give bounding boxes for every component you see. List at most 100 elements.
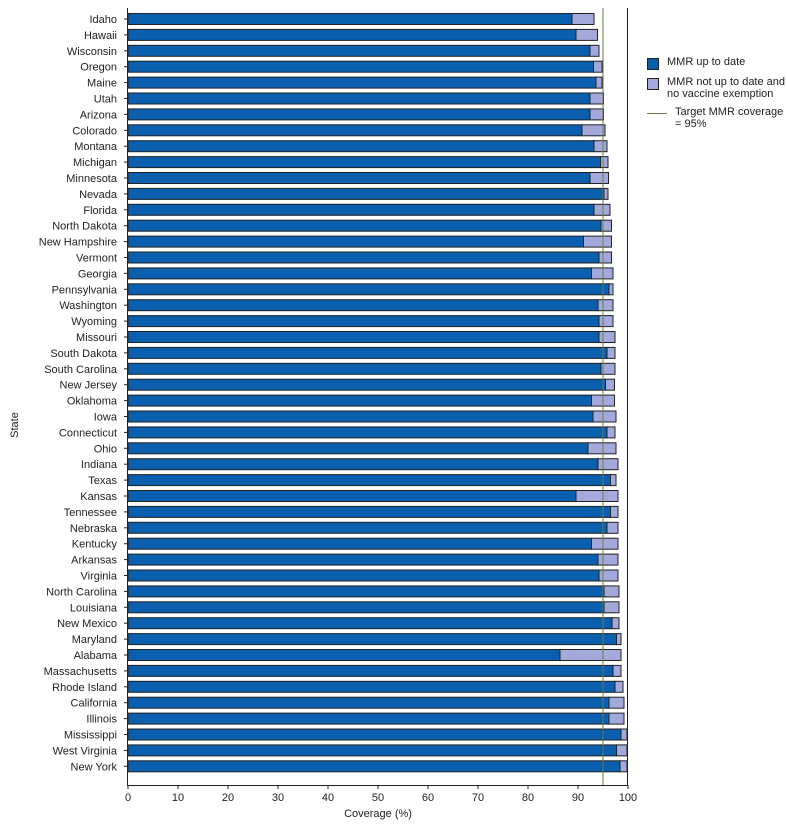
bar-not-up-to-date <box>593 140 608 153</box>
x-tick-label: 0 <box>125 792 131 804</box>
x-tick-label: 30 <box>272 792 284 804</box>
y-tick-label: Mississippi <box>64 730 117 742</box>
bar-up-to-date <box>127 44 591 57</box>
y-tick-label: Georgia <box>78 268 118 280</box>
y-tick-label: Idaho <box>89 14 117 26</box>
bar-up-to-date <box>127 235 584 248</box>
y-tick-label: New Mexico <box>57 618 117 630</box>
y-tick-label: Michigan <box>73 157 117 169</box>
bar-not-up-to-date <box>581 124 606 137</box>
bar-not-up-to-date <box>619 760 628 773</box>
legend-label: MMR not up to date and no vaccine exempt… <box>667 76 786 100</box>
y-tick-label: Montana <box>74 141 118 153</box>
bar-up-to-date <box>127 187 605 200</box>
legend-line <box>647 113 667 114</box>
bar-up-to-date <box>127 346 608 359</box>
bar-not-up-to-date <box>589 44 600 57</box>
bar-up-to-date <box>127 219 602 232</box>
bar-up-to-date <box>127 712 610 725</box>
bar-not-up-to-date <box>605 378 615 391</box>
bar-up-to-date <box>127 140 595 153</box>
bar-up-to-date <box>127 490 577 502</box>
bar-not-up-to-date <box>591 537 619 550</box>
bar-up-to-date <box>127 76 597 89</box>
bar-up-to-date <box>127 474 611 487</box>
bar-not-up-to-date <box>606 521 619 534</box>
y-tick-label: Wyoming <box>71 316 117 328</box>
bar-not-up-to-date <box>591 267 614 280</box>
y-tick-label: New York <box>71 761 118 773</box>
y-tick-label: Illinois <box>86 714 117 726</box>
bar-up-to-date <box>127 172 591 184</box>
bar-up-to-date <box>127 649 561 661</box>
bar-not-up-to-date <box>595 76 603 89</box>
bar-up-to-date <box>127 267 592 280</box>
x-tick-label: 50 <box>372 792 384 804</box>
bar-not-up-to-date <box>603 601 620 614</box>
y-tick-label: Iowa <box>94 412 118 424</box>
bar-not-up-to-date <box>598 569 619 582</box>
x-tick-label: 20 <box>222 792 234 804</box>
y-tick-label: Virginia <box>81 571 118 583</box>
bar-up-to-date <box>127 569 600 582</box>
bar-up-to-date <box>127 283 610 296</box>
bar-not-up-to-date <box>575 490 619 502</box>
y-tick-label: Kansas <box>80 491 117 503</box>
bar-not-up-to-date <box>593 203 611 216</box>
y-tick-label: New Hampshire <box>39 237 117 249</box>
bar-up-to-date <box>127 601 605 614</box>
bar-not-up-to-date <box>583 235 612 248</box>
bar-not-up-to-date <box>600 156 609 169</box>
bar-not-up-to-date <box>608 696 625 709</box>
bar-not-up-to-date <box>593 60 603 73</box>
bar-not-up-to-date <box>600 362 616 375</box>
y-tick-label: Indiana <box>81 459 118 471</box>
bar-not-up-to-date <box>610 505 619 518</box>
legend-item-target: Target MMR coverage = 95% <box>647 106 787 130</box>
bar-not-up-to-date <box>598 251 612 264</box>
y-tick-label: Arkansas <box>71 555 117 567</box>
legend-swatch <box>647 78 659 90</box>
bar-not-up-to-date <box>616 744 628 757</box>
bar-up-to-date <box>127 728 622 741</box>
y-tick-label: Ohio <box>94 443 117 455</box>
bar-not-up-to-date <box>589 172 609 184</box>
y-tick-label: Oklahoma <box>67 396 118 408</box>
y-tick-label: Vermont <box>76 253 117 265</box>
y-tick-label: Maine <box>87 78 117 90</box>
bar-not-up-to-date <box>597 299 614 312</box>
bar-not-up-to-date <box>606 426 616 439</box>
x-tick-label: 90 <box>572 792 584 804</box>
y-tick-label: South Carolina <box>44 364 118 376</box>
bar-up-to-date <box>127 505 611 518</box>
bar-up-to-date <box>127 331 600 343</box>
x-tick-label: 40 <box>322 792 334 804</box>
bar-up-to-date <box>127 299 599 312</box>
bar-up-to-date <box>127 760 621 773</box>
bar-up-to-date <box>127 315 600 328</box>
y-tick-label: Kentucky <box>72 539 118 551</box>
y-tick-label: Texas <box>88 475 117 487</box>
bar-up-to-date <box>127 617 613 630</box>
bar-not-up-to-date <box>608 283 614 296</box>
legend-label: MMR up to date <box>667 56 746 68</box>
bar-not-up-to-date <box>600 219 612 232</box>
y-tick-label: Alabama <box>74 650 118 662</box>
bar-up-to-date <box>127 521 608 534</box>
bar-up-to-date <box>127 553 599 566</box>
legend: MMR up to date MMR not up to date and no… <box>647 56 787 136</box>
y-tick-label: Missouri <box>76 332 117 344</box>
bar-up-to-date <box>127 378 606 391</box>
x-tick-label: 60 <box>422 792 434 804</box>
bar-not-up-to-date <box>598 315 614 328</box>
bar-up-to-date <box>127 394 592 407</box>
bar-not-up-to-date <box>592 410 617 423</box>
y-tick-label: Louisiana <box>70 602 118 614</box>
bar-up-to-date <box>127 442 589 455</box>
bar-up-to-date <box>127 124 583 137</box>
bar-up-to-date <box>127 203 595 216</box>
bar-up-to-date <box>127 664 614 677</box>
bar-up-to-date <box>127 28 577 41</box>
legend-swatch <box>647 58 659 70</box>
